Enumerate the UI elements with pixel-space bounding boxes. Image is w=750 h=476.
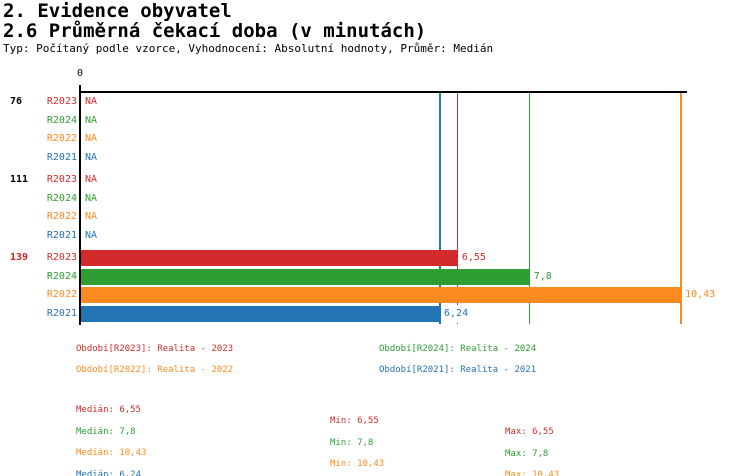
series-label-r2023: R2023 [46,96,77,107]
stat-median: Medián: 6,24 [76,470,142,476]
median-line-r2023 [456,93,459,324]
group-label-111: 111 [10,174,29,185]
legend-item-r2024: Období[R2024]: Realita - 2024 [379,344,537,354]
stat-min: Min: 6,55 [330,416,379,426]
legend-item-r2021: Období[R2021]: Realita - 2021 [379,365,537,375]
na-value-label: NA [84,130,99,149]
median-line-r2021 [439,93,441,324]
x-axis-line [80,91,687,93]
na-value-label: NA [84,189,99,208]
bar-r2022 [81,287,682,303]
legend-item-r2023: Období[R2023]: Realita - 2023 [76,344,234,354]
median-line-r2022 [680,93,682,324]
stats-row-r2022: Medián: 10,43 Min: 10,43 Max: 10,43 [0,437,750,476]
stat-min: Min: 10,43 [330,459,385,469]
series-label-r2023: R2023 [46,174,77,185]
bar-r2021 [81,305,441,322]
series-label-r2023: R2023 [46,252,77,263]
stat-min: Min: 7,8 [330,438,374,448]
bar-chart: 0 76 R2023 NA R2024 NA R2022 NA R2021 NA 111 R2023… [10,68,717,325]
median-line-r2024 [528,93,531,324]
na-value-label: NA [84,148,99,167]
bar-value-label: 10,43 [684,286,717,305]
series-label-r2024: R2024 [46,192,77,204]
series-label-r2022: R2022 [46,289,77,300]
stats-row-r2023: Medián: 6,55 Min: 6,55 Max: 6,55 [0,394,750,449]
na-value-label: NA [84,93,99,112]
group-label-139: 139 [10,252,29,263]
series-label-r2024: R2024 [46,114,77,126]
series-label-r2021: R2021 [46,151,77,163]
bar-value-label: 7,8 [532,267,553,286]
series-label-r2022: R2022 [46,133,77,144]
stat-median: Medián: 6,55 [76,405,142,415]
stat-max: Max: 7,8 [505,449,549,459]
stat-median: Medián: 7,8 [76,427,136,437]
stats-row-r2024: Medián: 7,8 Min: 7,8 Max: 7,8 [0,416,750,471]
na-value-label: NA [84,226,99,245]
series-label-r2022: R2022 [46,211,77,222]
na-value-label: NA [84,171,99,190]
chart-subtitle: Typ: Počítaný podle vzorce, Vyhodnocení:… [3,42,494,55]
stat-median: Medián: 10,43 [76,448,147,458]
legend-item-r2022: Období[R2022]: Realita - 2022 [76,365,234,375]
report-title: 2. Evidence obyvatel [3,0,232,22]
stat-max: Max: 10,43 [505,470,560,476]
series-label-r2021: R2021 [46,229,77,241]
stat-max: Max: 6,55 [505,427,554,437]
bar-r2023 [81,250,458,266]
bar-value-label: 6,55 [460,249,487,268]
group-label-76: 76 [10,96,23,107]
series-label-r2021: R2021 [46,307,77,319]
series-label-r2024: R2024 [46,270,77,282]
stats-row-r2021: Medián: 6,24 Min: 6,24 Max: 6,24 [0,459,750,476]
y-axis-line [79,85,81,325]
na-value-label: NA [84,208,99,227]
na-value-label: NA [84,111,99,130]
bar-value-label: 6,24 [443,304,470,323]
chart-title: 2.6 Průměrná čekací doba (v minutách) [3,20,427,42]
axis-zero-label: 0 [76,68,84,79]
bar-r2024 [81,268,530,285]
